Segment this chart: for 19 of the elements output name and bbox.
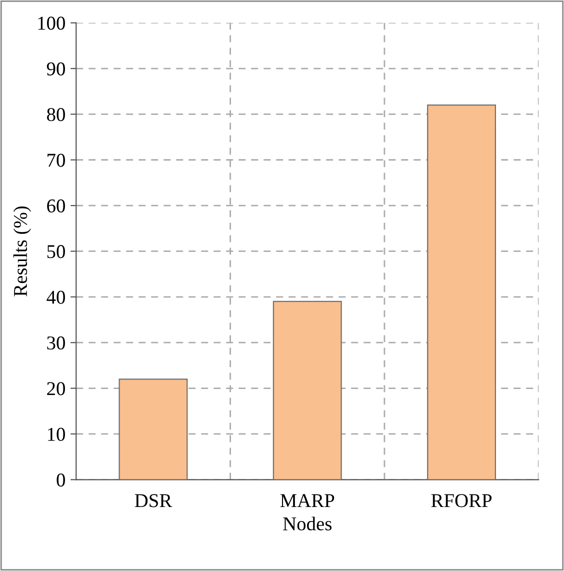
y-tick-label: 40 xyxy=(46,290,65,304)
y-tick-label: 90 xyxy=(46,62,65,76)
y-tick-label: 100 xyxy=(38,16,65,30)
x-axis-title: Nodes xyxy=(283,516,332,530)
x-tick-label: MARP xyxy=(280,494,334,508)
bar xyxy=(272,300,342,480)
y-tick-label: 60 xyxy=(47,199,65,212)
bar xyxy=(118,378,188,480)
y-tick-label: 70 xyxy=(48,154,65,167)
y-axis-title: Results (%) xyxy=(13,206,31,296)
x-tick-label: RFORP xyxy=(431,494,492,508)
y-tick-label: 10 xyxy=(48,428,65,441)
y-tick-label: 30 xyxy=(47,336,65,350)
y-tick-label: 50 xyxy=(47,245,65,258)
y-tick-label: 80 xyxy=(47,108,65,122)
x-tick-label: DSR xyxy=(134,494,172,508)
bar xyxy=(427,104,496,480)
y-tick-label: 0 xyxy=(56,473,65,487)
y-tick-label: 20 xyxy=(47,382,65,396)
